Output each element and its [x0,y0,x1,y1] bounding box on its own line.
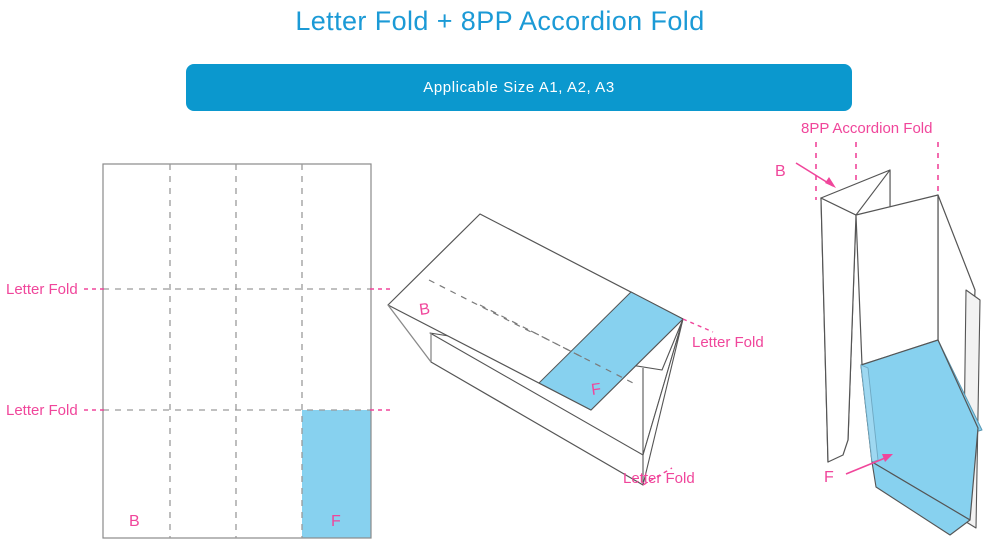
flat-letter-fold-label-bottom: Letter Fold [6,402,78,419]
perspective-letter-fold-label-lower: Letter Fold [623,470,695,487]
flat-front-panel-label: F [331,513,341,530]
perspective-fold-leader-upper [682,318,714,333]
accordion-back-panel-label: B [775,163,786,180]
accordion-diagram: 8PP Accordion Fold B F [775,120,983,536]
perspective-back-panel-label: B [418,301,431,319]
accordion-heading-label: 8PP Accordion Fold [801,120,932,137]
perspective-fold-dash-1 [428,279,534,334]
flat-front-panel [302,410,371,538]
flat-sheet-diagram: Letter Fold Letter Fold B F [6,163,390,539]
accordion-back-arrow-head [825,177,836,188]
flat-sheet-outline [102,163,372,539]
flat-back-panel-label: B [129,513,140,530]
accordion-front-panel-bottom-flap [871,461,971,536]
perspective-diagram: Letter Fold Letter Fold B F [387,213,764,487]
accordion-panel-outer-left [820,197,857,463]
perspective-front-panel [538,291,684,411]
perspective-right-side-face [642,318,684,486]
perspective-letter-fold-label-upper: Letter Fold [692,334,764,351]
accordion-front-arrow-line [845,455,891,475]
perspective-front-panel-label: F [590,381,602,399]
page-title: Letter Fold + 8PP Accordion Fold [295,6,705,36]
accordion-front-arrow-head [882,454,893,462]
perspective-bottom-edge [430,361,644,486]
perspective-fold-dash-3 [530,330,636,385]
accordion-front-panel-label: F [824,469,834,486]
accordion-front-panel-fold-strip [860,364,879,463]
flat-letter-fold-label-top: Letter Fold [6,281,78,298]
applicable-size-label: Applicable Size A1, A2, A3 [423,79,615,96]
applicable-size-banner: Applicable Size A1, A2, A3 [186,64,852,111]
perspective-fold-leader-lower [642,467,673,486]
